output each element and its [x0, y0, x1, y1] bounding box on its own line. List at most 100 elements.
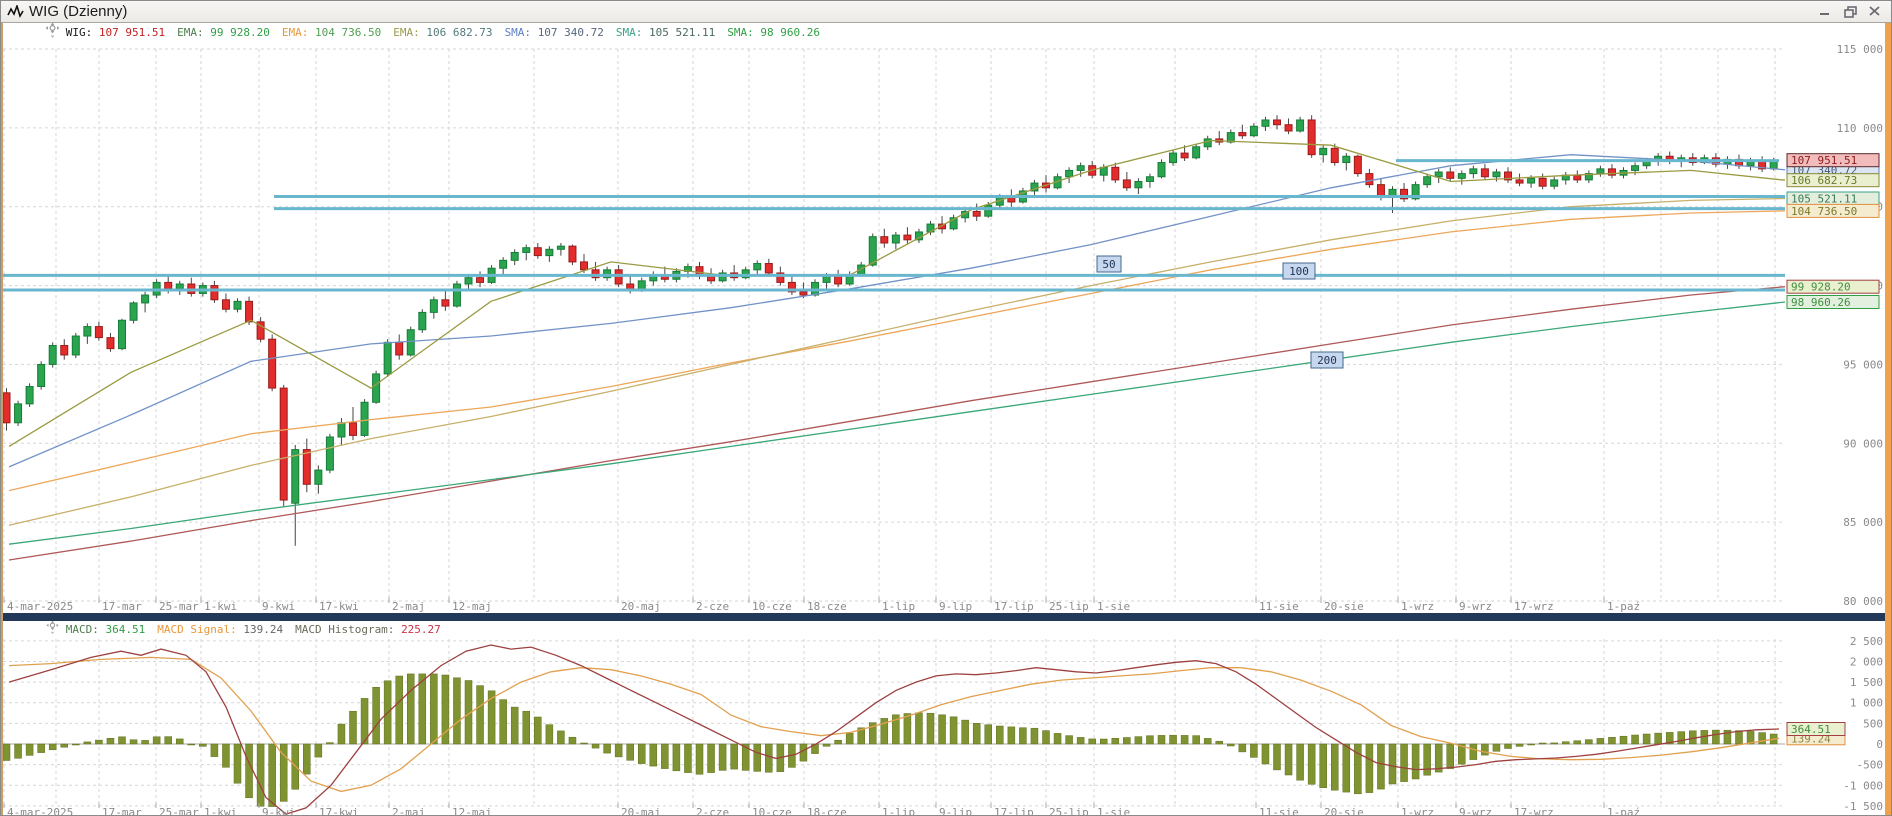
panel-divider[interactable] — [1, 613, 1885, 621]
candle-up — [1457, 173, 1466, 179]
svg-text:115 000: 115 000 — [1837, 43, 1883, 56]
macd-histogram-bar — [1157, 735, 1166, 745]
macd-histogram-bar — [1123, 737, 1131, 745]
macd-histogram-bar — [857, 727, 865, 745]
candle-up — [406, 329, 415, 356]
candle-up — [1030, 182, 1039, 192]
macd-histogram-bar — [176, 738, 184, 745]
svg-text:9-wrz: 9-wrz — [1459, 806, 1492, 816]
price-tag — [1786, 279, 1880, 294]
candle-up — [1226, 132, 1235, 143]
macd-histogram-bar — [1065, 735, 1073, 745]
ma-line-4 — [8, 286, 1786, 561]
macd-histogram-bar — [326, 742, 334, 745]
macd-histogram-bar — [880, 718, 889, 745]
candle-down — [1573, 174, 1582, 181]
candle-up — [418, 311, 427, 331]
svg-text:1-sie: 1-sie — [1097, 806, 1130, 816]
candle-up — [1192, 146, 1201, 159]
candle-down — [302, 449, 311, 485]
candle-up — [510, 251, 519, 261]
macd-histogram-bar — [684, 743, 692, 773]
candle-up — [464, 277, 473, 285]
macd-legend-item-0: MACD: 364.51 — [65, 622, 146, 636]
candle-up — [1584, 173, 1593, 181]
macd-histogram-bar — [268, 743, 276, 807]
svg-text:25-lip: 25-lip — [1049, 806, 1089, 816]
svg-text:9-lip: 9-lip — [939, 600, 972, 613]
candle-up — [14, 403, 23, 424]
main-legend-item-3: EMA: 106 682.73 — [393, 25, 493, 39]
svg-text:1-lip: 1-lip — [882, 600, 915, 613]
candle-down — [1400, 188, 1409, 200]
macd-histogram-bar — [1585, 739, 1593, 745]
price-tag — [1786, 203, 1880, 218]
macd-histogram-bar — [707, 743, 715, 773]
candle-up — [1157, 162, 1166, 178]
right-edge-strip[interactable] — [1885, 23, 1891, 815]
macd-histogram-bar — [972, 723, 981, 745]
macd-histogram-bar — [938, 714, 946, 745]
candle-up — [984, 204, 993, 217]
macd-histogram-bar — [1631, 734, 1639, 745]
macd-histogram-bar — [614, 743, 623, 758]
svg-text:2-maj: 2-maj — [392, 600, 425, 613]
svg-text:20-sie: 20-sie — [1324, 806, 1364, 816]
grid-layer — [3, 48, 1785, 602]
pane-anchor-icon[interactable] — [5, 607, 60, 651]
macd-histogram-bar — [1573, 740, 1582, 745]
svg-text:1 500: 1 500 — [1850, 676, 1883, 689]
macd-histogram-bar — [48, 743, 57, 751]
candle-down — [764, 262, 773, 274]
macd-histogram-bar — [1515, 743, 1524, 747]
svg-text:10-cze: 10-cze — [752, 600, 792, 613]
macd-chart-canvas[interactable]: 2 500 2 000 1 500 1 000 500 0 -500 -1 000 -1 500… — [1, 637, 1892, 816]
macd-histogram-bar — [72, 743, 80, 746]
macd-histogram-bar — [984, 724, 992, 745]
macd-histogram-bar — [1203, 738, 1212, 745]
svg-text:200: 200 — [1317, 354, 1337, 367]
candle-up — [868, 236, 877, 266]
pane-anchor-icon[interactable] — [5, 9, 60, 55]
window-title: WIG (Dzienny) — [29, 3, 128, 20]
svg-text:25-mar: 25-mar — [159, 600, 199, 613]
price-tag — [1786, 173, 1880, 188]
macd-histogram-bar — [557, 730, 565, 745]
candle-down — [94, 326, 103, 339]
macd-histogram-bar — [1215, 740, 1223, 745]
macd-lines-layer — [8, 644, 1780, 815]
svg-text:17-lip: 17-lip — [994, 600, 1034, 613]
main-legend-item-1: EMA: 99 928.20 — [177, 25, 270, 39]
candle-up — [429, 299, 438, 313]
candle-up — [1492, 171, 1501, 178]
svg-text:364.51: 364.51 — [1791, 723, 1831, 736]
svg-text:2 000: 2 000 — [1850, 655, 1883, 668]
candle-down — [1480, 168, 1489, 178]
macd-histogram-bar — [1423, 743, 1431, 776]
restore-button[interactable] — [1842, 4, 1858, 19]
macd-histogram-bar — [799, 743, 808, 762]
svg-text:-500: -500 — [1857, 759, 1884, 772]
candle-up — [175, 283, 184, 290]
macd-histogram-bar — [580, 742, 588, 745]
close-button[interactable] — [1867, 4, 1883, 19]
svg-text:17-lip: 17-lip — [994, 806, 1034, 816]
candle-up — [891, 234, 900, 244]
svg-text:4-mar-2025: 4-mar-2025 — [7, 600, 73, 613]
main-legend-item-2: EMA: 104 736.50 — [281, 25, 382, 39]
macd-histogram-bar — [1307, 743, 1316, 785]
svg-text:2-maj: 2-maj — [392, 806, 425, 816]
ma-period-label — [1096, 255, 1122, 273]
candle-up — [1434, 171, 1443, 178]
macd-histogram-bar — [753, 743, 761, 772]
minimize-button[interactable] — [1817, 4, 1833, 19]
macd-histogram-bar — [1192, 735, 1200, 745]
main-legend-item-5: SMA: 105 521.11 — [615, 25, 716, 39]
candle-down — [1504, 171, 1512, 181]
svg-text:9-lip: 9-lip — [939, 806, 972, 816]
macd-legend-item-1: MACD Signal: 139.24 — [157, 622, 284, 636]
candle-up — [1423, 176, 1432, 186]
macd-histogram-bar — [695, 743, 704, 775]
